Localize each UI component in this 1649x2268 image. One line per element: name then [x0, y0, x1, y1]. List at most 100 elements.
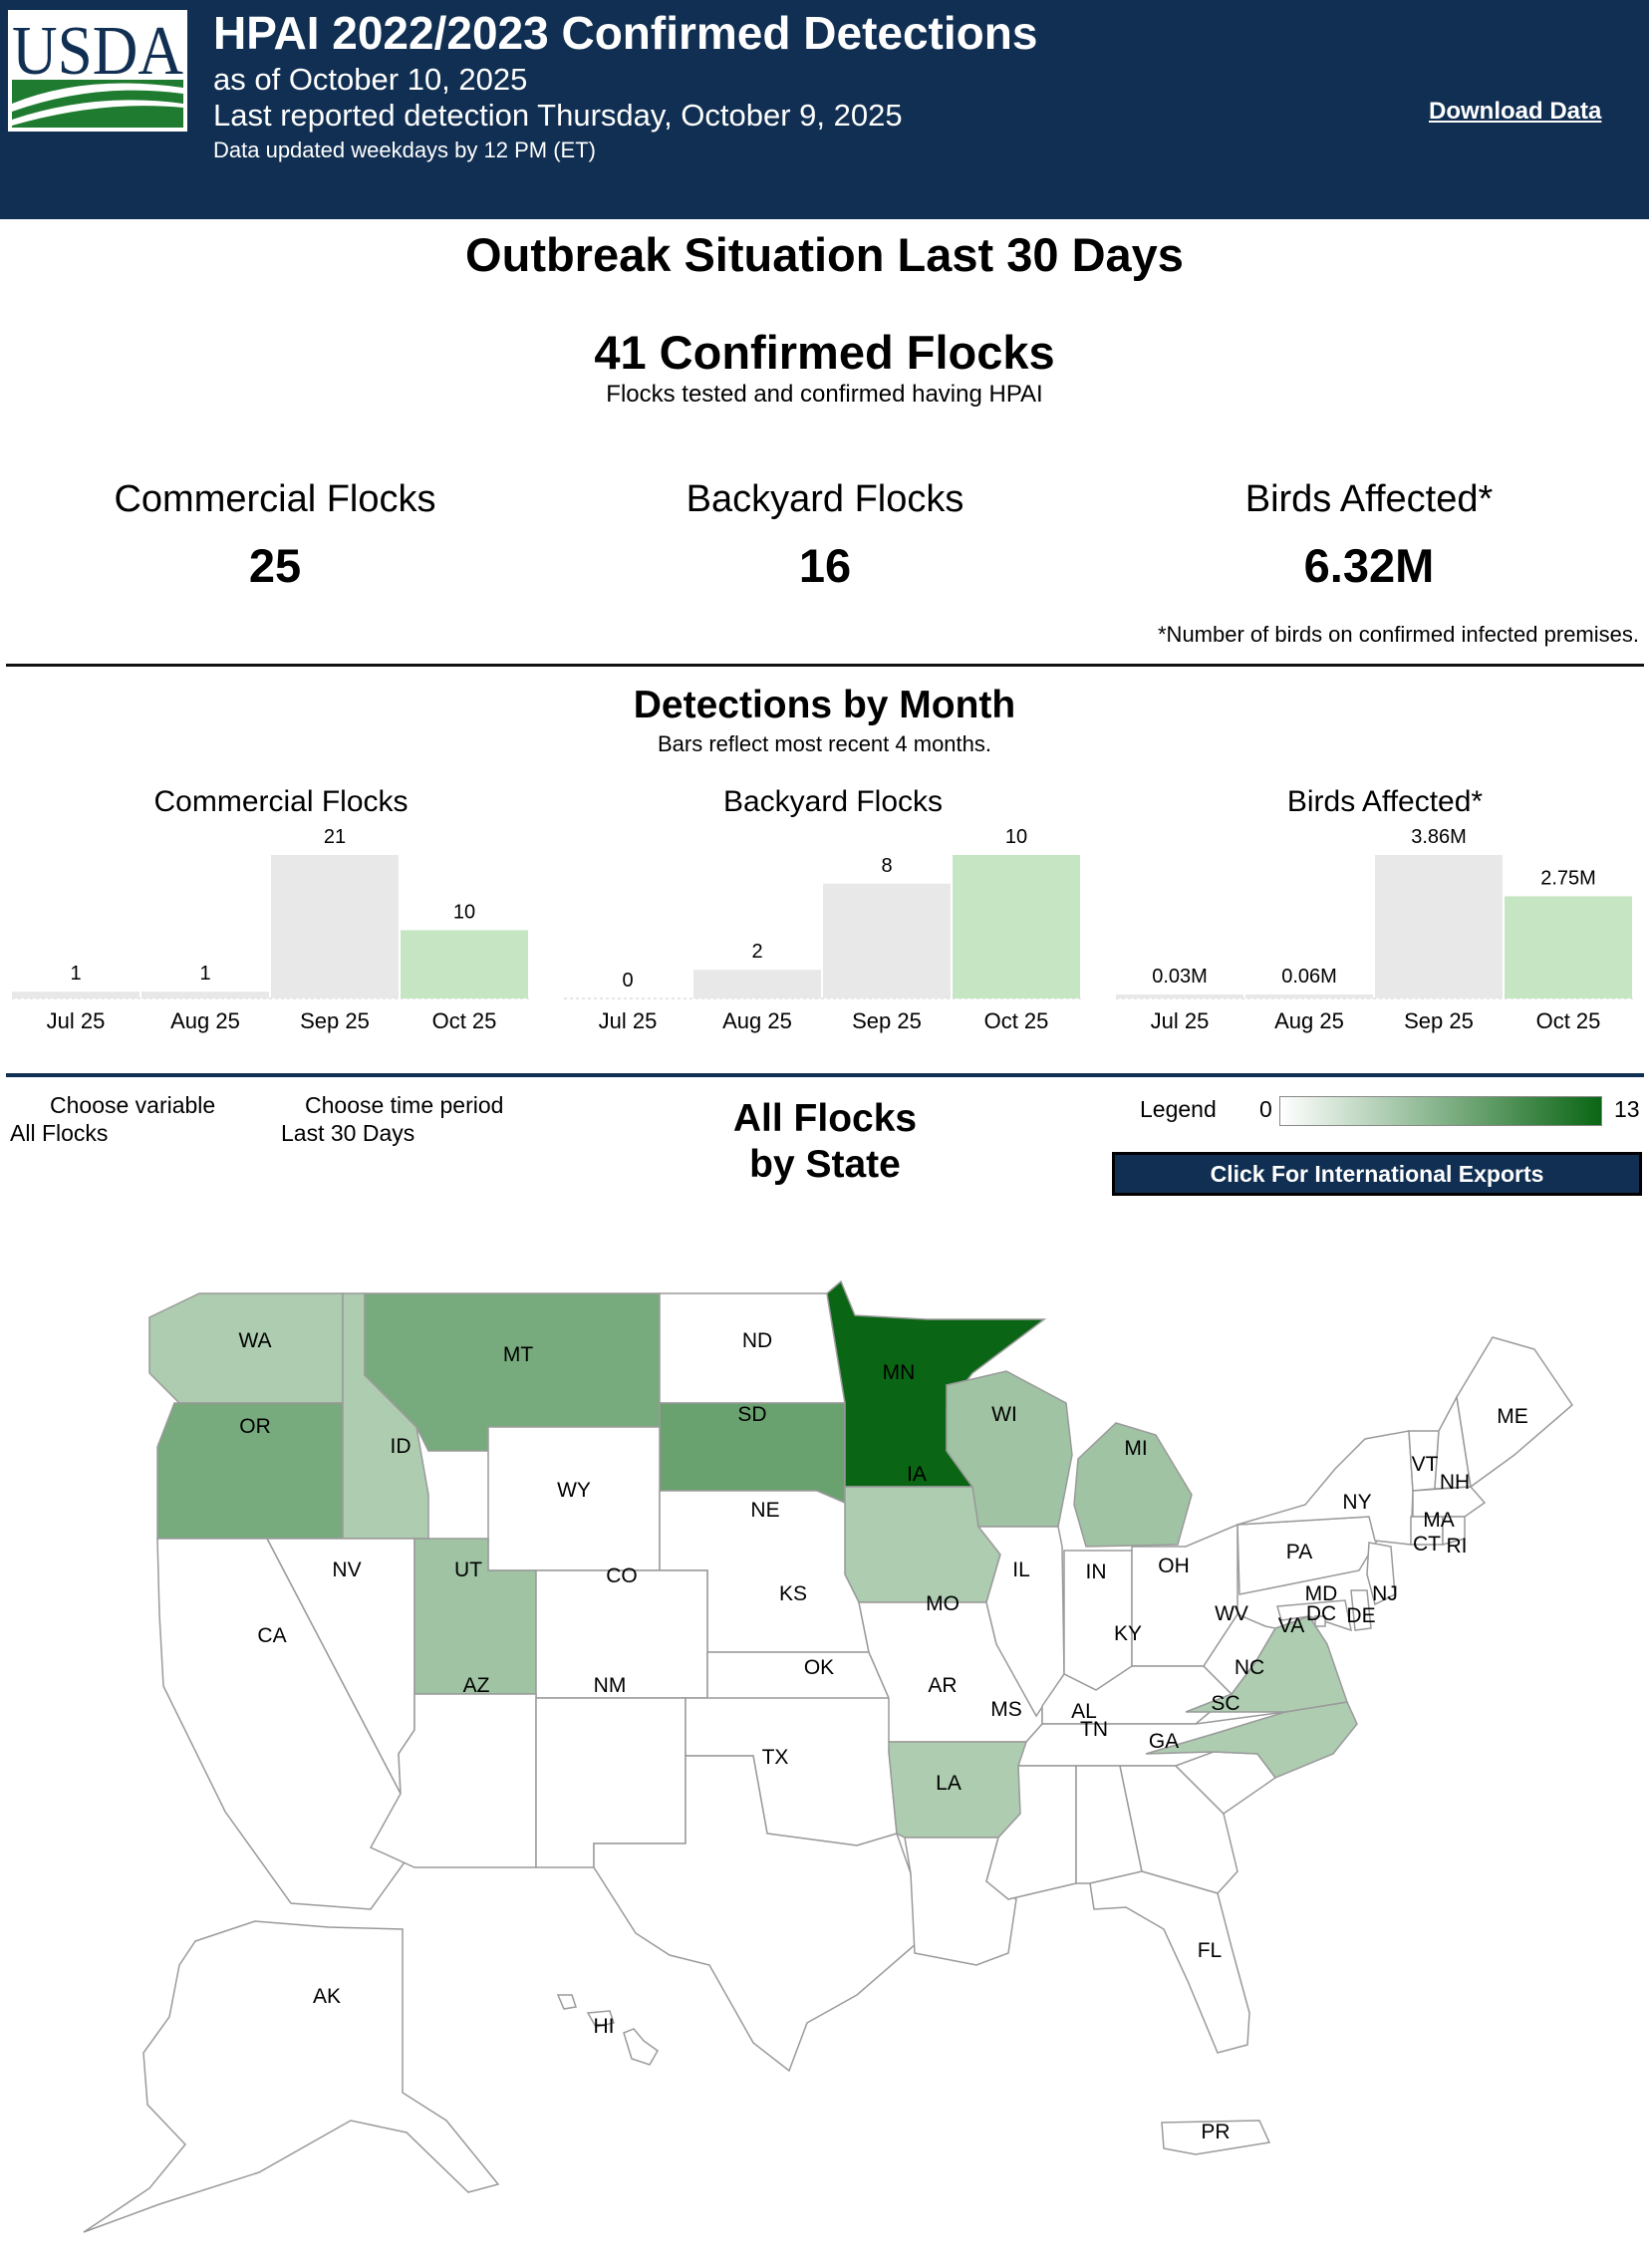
state-label-LA: LA [936, 1772, 962, 1795]
commercial-flocks-bars: 1 Jul 25 1 Aug 25 21 Sep 25 10 Oct 25 [12, 826, 530, 1033]
confirmed-flocks-title: 41 Confirmed Flocks [594, 326, 1055, 379]
state-label-WA: WA [238, 1329, 271, 1352]
state-label-CO: CO [606, 1564, 638, 1587]
state-label-SC: SC [1211, 1692, 1239, 1715]
kpi-backyard-value: 16 [798, 539, 852, 592]
svg-text:USDA: USDA [12, 13, 183, 90]
state-label-FL: FL [1198, 1939, 1223, 1962]
state-label-AL: AL [1071, 1700, 1097, 1723]
section-divider [6, 1073, 1644, 1077]
state-label-UT: UT [454, 1559, 482, 1581]
bar-aug-25[interactable] [1245, 994, 1373, 998]
period-selector-label: Choose time period [305, 1092, 504, 1118]
chart-title: Backyard Flocks [722, 785, 944, 818]
state-NJ[interactable] [1366, 1542, 1396, 1606]
bar-value-label: 2.75M [1540, 867, 1596, 889]
state-MI[interactable] [1073, 1422, 1193, 1548]
variable-selector-label: Choose variable [50, 1092, 216, 1118]
bar-value-label: 21 [324, 826, 346, 848]
state-label-WV: WV [1215, 1602, 1248, 1625]
state-label-IN: IN [1086, 1560, 1107, 1583]
state-label-IL: IL [1012, 1559, 1030, 1581]
page-header: USDA HPAI 2022/2023 Confirmed Detections… [0, 0, 1649, 219]
backyard-flocks-bars: 0 Jul 25 2 Aug 25 8 Sep 25 10 Oct 25 [564, 826, 1082, 1033]
state-HI[interactable] [556, 1994, 659, 2066]
x-tick-label: Jul 25 [47, 1008, 106, 1033]
state-MD[interactable] [1276, 1599, 1352, 1632]
state-label-CT: CT [1413, 1533, 1441, 1556]
state-label-MN: MN [883, 1361, 916, 1384]
state-label-OH: OH [1158, 1555, 1190, 1577]
as-of-date: as of October 10, 2025 [213, 62, 528, 97]
birds-affected-bars: 0.03M Jul 25 0.06M Aug 25 3.86M Sep 25 2.75M Oc… [1116, 826, 1634, 1033]
bar-value-label: 0 [622, 970, 633, 992]
bar-value-label: 3.86M [1411, 826, 1467, 848]
state-label-IA: IA [907, 1463, 927, 1486]
period-selector[interactable]: Last 30 Days [281, 1120, 415, 1146]
state-NC[interactable] [1145, 1701, 1358, 1779]
state-DE[interactable] [1350, 1589, 1372, 1631]
international-exports-button[interactable]: Click For International Exports [1112, 1152, 1642, 1196]
state-CA[interactable] [156, 1538, 408, 1910]
kpi-birds-label: Birds Affected* [1244, 478, 1494, 520]
bar-jul-25[interactable] [1116, 994, 1243, 998]
us-state-map: WA OR ID MT ND MN SD WI MI IA UT AR VA NC WY NE NV CA CO KS… [83, 1279, 1573, 2233]
state-label-TX: TX [762, 1746, 789, 1769]
state-label-HI: HI [594, 2015, 615, 2038]
state-NM[interactable] [535, 1697, 687, 1868]
birds-footnote: *Number of birds on confirmed infected p… [1158, 622, 1639, 647]
map-title-line1: All Flocks [732, 1097, 918, 1140]
bar-value-label: 1 [199, 963, 210, 985]
state-label-KS: KS [779, 1582, 807, 1605]
state-label-VT: VT [1412, 1453, 1439, 1476]
bar-oct-25[interactable] [953, 855, 1080, 998]
state-label-OR: OR [239, 1415, 271, 1438]
bar-sep-25[interactable] [1375, 855, 1503, 998]
kpi-backyard-label: Backyard Flocks [686, 478, 964, 520]
state-label-PR: PR [1201, 2121, 1230, 2143]
state-PR[interactable] [1161, 2120, 1271, 2155]
x-tick-label: Oct 25 [432, 1008, 497, 1033]
state-label-MA: MA [1423, 1509, 1455, 1532]
map-title: All Flocks by State [648, 1096, 1002, 1188]
commercial-flocks-chart: Commercial Flocks 1 Jul 25 1 Aug 25 21 Sep 25… [12, 777, 550, 1066]
download-data-link[interactable]: Download Data [1429, 98, 1602, 125]
state-label-ME: ME [1497, 1405, 1528, 1428]
backyard-flocks-chart: Backyard Flocks 0 Jul 25 2 Aug 25 8 Sep 25 10 O… [564, 777, 1102, 1066]
state-MA[interactable] [1412, 1486, 1487, 1518]
bar-aug-25[interactable] [693, 970, 821, 998]
state-FL[interactable] [1089, 1870, 1250, 2054]
confirmed-flocks-subtitle: Flocks tested and confirmed having HPAI [606, 381, 1043, 408]
bar-jul-25[interactable] [12, 992, 139, 998]
bar-sep-25[interactable] [271, 855, 399, 998]
bar-aug-25[interactable] [141, 992, 269, 998]
x-tick-label: Aug 25 [170, 1008, 240, 1033]
detections-by-month-title: Detections by Month [633, 684, 1016, 726]
state-label-MD: MD [1305, 1582, 1338, 1605]
state-label-MI: MI [1124, 1437, 1147, 1460]
x-tick-label: Oct 25 [1536, 1008, 1601, 1033]
x-tick-label: Aug 25 [1274, 1008, 1344, 1033]
state-RI[interactable] [1442, 1516, 1466, 1546]
state-label-NH: NH [1440, 1471, 1470, 1494]
x-tick-label: Jul 25 [1151, 1008, 1210, 1033]
state-label-NM: NM [594, 1674, 627, 1697]
map-title-line2: by State [749, 1143, 901, 1186]
bar-sep-25[interactable] [823, 883, 951, 998]
state-AK[interactable] [83, 1920, 500, 2233]
kpi-commercial-value: 25 [248, 539, 302, 592]
legend-max: 13 [1614, 1096, 1640, 1122]
bar-oct-25[interactable] [1505, 896, 1632, 998]
state-TX[interactable] [593, 1755, 918, 2073]
state-label-AK: AK [313, 1985, 341, 2008]
bar-value-label: 10 [453, 901, 475, 923]
state-DC[interactable] [1314, 1615, 1326, 1627]
bar-oct-25[interactable] [401, 930, 528, 998]
outbreak-title: Outbreak Situation Last 30 Days [465, 228, 1184, 281]
variable-selector[interactable]: All Flocks [10, 1120, 109, 1146]
state-label-PA: PA [1286, 1541, 1312, 1563]
bar-value-label: 10 [1005, 826, 1027, 848]
state-label-OK: OK [804, 1656, 834, 1679]
state-IL[interactable] [976, 1526, 1065, 1718]
state-WV[interactable] [1203, 1613, 1277, 1696]
